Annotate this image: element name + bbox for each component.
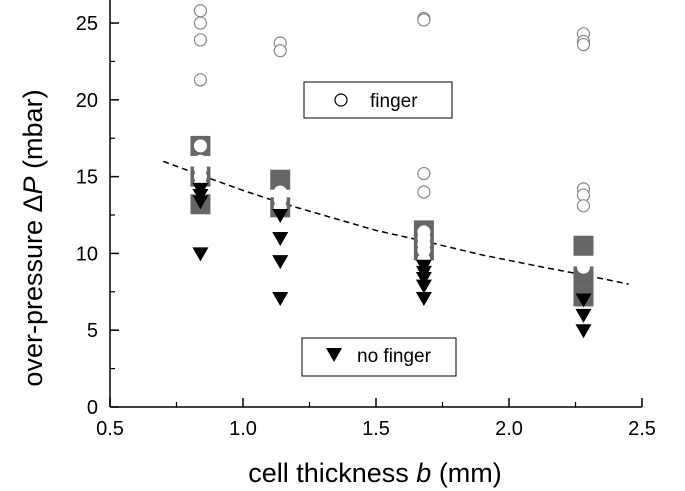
data-points [190, 4, 594, 339]
data-point-triangle [415, 271, 432, 286]
fit-curve [162, 160, 629, 285]
legend-marker-no-finger [326, 348, 342, 362]
fit-curve-group [162, 160, 629, 285]
data-point-triangle [575, 308, 592, 323]
data-point-open-circle [417, 166, 431, 181]
legend: finger no finger [301, 81, 457, 377]
data-point-white-circle [576, 260, 590, 274]
data-point-square [573, 235, 594, 256]
data-point-white-circle [193, 139, 207, 153]
data-point-triangle [575, 293, 592, 308]
data-point-open-circle [417, 185, 431, 199]
data-point-triangle [272, 209, 289, 224]
data-point-open-circle [273, 44, 287, 58]
data-point-open-circle [576, 37, 591, 52]
data-point-open-circle [193, 73, 208, 87]
legend-label-no-finger: no finger [357, 346, 432, 367]
y-tick-label: 5 [87, 320, 98, 342]
y-tick-label: 10 [76, 243, 98, 265]
data-point-triangle [272, 255, 289, 270]
data-point-triangle [272, 232, 289, 247]
legend-box-no-finger [301, 337, 457, 377]
x-axis-title-prefix: cell thickness [248, 458, 416, 488]
x-axis-title-var: b [416, 458, 431, 488]
axes: 0.5 1.0 1.5 2.0 2.5 0 5 10 15 20 25 [76, 0, 656, 440]
data-point-triangle [192, 247, 209, 262]
data-point-open-circle [193, 33, 208, 47]
y-axis-title-prefix: over-pressure [18, 212, 48, 386]
x-axis-title: cell thickness b (mm) [248, 458, 502, 488]
data-point-triangle [415, 279, 432, 294]
data-point-triangle [272, 291, 289, 306]
data-point-open-circle [193, 4, 208, 18]
data-point-open-circle [417, 13, 431, 27]
y-tick-label: 25 [76, 13, 98, 35]
y-tick-label: 20 [76, 90, 98, 112]
y-tick-label: 0 [87, 397, 98, 419]
data-point-triangle [575, 324, 592, 339]
x-axis-title-unit: (mm) [431, 458, 501, 488]
data-point-open-circle [576, 199, 591, 213]
y-tick-label: 15 [76, 167, 98, 189]
data-point-open-circle [193, 16, 208, 30]
legend-box-finger [303, 81, 453, 119]
y-axis-title-delta: Δ [18, 194, 48, 212]
x-tick-label: 1.5 [362, 418, 390, 440]
x-tick-label: 1.0 [229, 418, 257, 440]
y-axis-title-var: P [18, 176, 48, 194]
x-tick-label: 0.5 [96, 418, 124, 440]
data-point-square [573, 266, 594, 287]
y-axis-title: over-pressure ΔP (mbar) [18, 89, 48, 386]
legend-marker-finger [334, 93, 348, 107]
y-axis-title-unit: (mbar) [18, 89, 48, 176]
x-tick-label: 2.5 [628, 418, 656, 440]
axis-titles: cell thickness b (mm) over-pressure ΔP (… [18, 89, 502, 488]
legend-label-finger: finger [370, 91, 418, 112]
x-tick-label: 2.0 [495, 418, 523, 440]
data-point-triangle [415, 291, 432, 306]
data-point-triangle [192, 195, 209, 210]
data-point-square [270, 169, 291, 190]
